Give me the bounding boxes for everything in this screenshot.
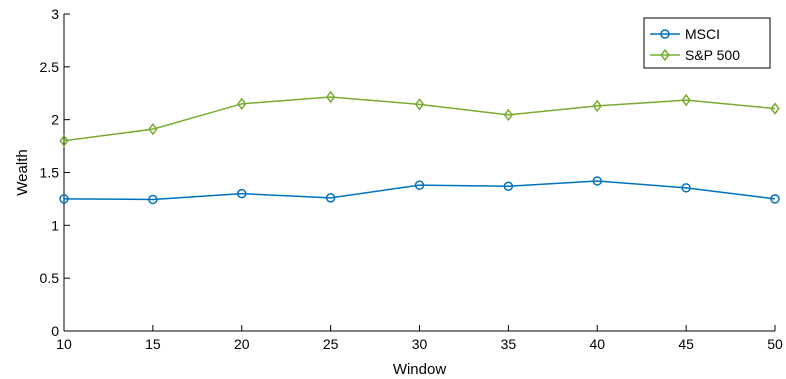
x-axis-ticks: 10 15 20 25 30 35 40 45 50 bbox=[56, 325, 783, 352]
legend-marker bbox=[660, 48, 670, 62]
data-point bbox=[59, 194, 69, 204]
data-point bbox=[148, 122, 158, 136]
y-tick-label: 0 bbox=[51, 323, 59, 339]
data-point bbox=[681, 183, 691, 193]
legend-item: S&P 500 bbox=[650, 47, 740, 63]
data-point bbox=[770, 194, 780, 204]
data-point bbox=[414, 180, 425, 190]
series-line bbox=[63, 96, 776, 142]
data-point bbox=[59, 134, 69, 148]
x-tick-label: 35 bbox=[501, 336, 517, 352]
y-tick-label: 2 bbox=[51, 112, 59, 128]
series-line bbox=[63, 180, 776, 201]
x-tick-label: 15 bbox=[145, 336, 161, 352]
y-tick-label: 1 bbox=[51, 217, 59, 233]
x-tick-label: 30 bbox=[412, 336, 428, 352]
x-tick-label: 40 bbox=[589, 336, 605, 352]
data-point bbox=[237, 97, 247, 111]
data-point bbox=[770, 102, 780, 115]
y-tick-label: 1.5 bbox=[40, 165, 60, 181]
legend-marker bbox=[660, 29, 670, 39]
data-point bbox=[325, 90, 336, 104]
y-tick-label: 2.5 bbox=[40, 59, 60, 75]
legend-label: MSCI bbox=[685, 26, 720, 42]
x-tick-label: 20 bbox=[234, 336, 250, 352]
x-tick-label: 10 bbox=[56, 336, 72, 352]
data-point bbox=[325, 193, 336, 203]
data-point bbox=[503, 108, 514, 122]
series-1 bbox=[59, 90, 780, 148]
data-point bbox=[592, 176, 602, 186]
series-layer bbox=[59, 90, 780, 205]
x-tick-label: 25 bbox=[323, 336, 339, 352]
data-point bbox=[503, 181, 514, 191]
data-point bbox=[148, 194, 158, 205]
legend: MSCI S&P 500 bbox=[643, 17, 771, 69]
y-tick-label: 3 bbox=[51, 6, 59, 22]
data-point bbox=[592, 99, 602, 113]
plot-area: 10 15 20 25 30 35 40 45 50 0 0.5 1 1.5 2 2.5 3 bbox=[40, 6, 783, 352]
legend-item: MSCI bbox=[650, 26, 720, 42]
x-axis-label: Window bbox=[393, 361, 447, 378]
series-0 bbox=[59, 176, 780, 205]
y-axis-ticks: 0 0.5 1 1.5 2 2.5 3 bbox=[40, 6, 70, 339]
y-axis-label: Wealth bbox=[14, 149, 31, 195]
x-tick-label: 50 bbox=[767, 336, 783, 352]
data-point bbox=[681, 93, 691, 107]
legend-label: S&P 500 bbox=[685, 47, 740, 63]
x-tick-label: 45 bbox=[678, 336, 694, 352]
y-tick-label: 0.5 bbox=[40, 270, 60, 286]
data-point bbox=[237, 188, 247, 199]
data-point bbox=[414, 98, 425, 111]
